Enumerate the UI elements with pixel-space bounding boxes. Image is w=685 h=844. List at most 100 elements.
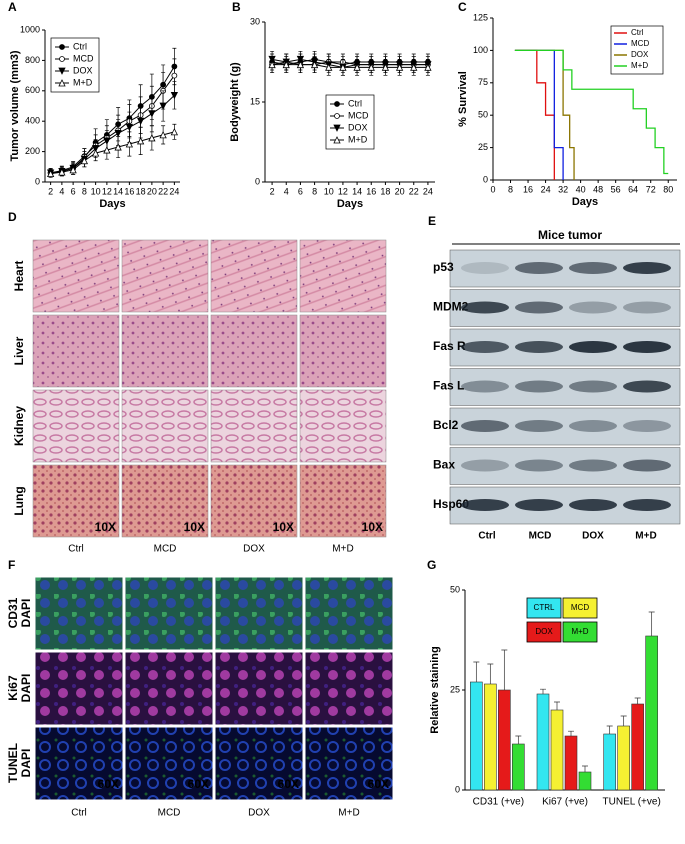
x-tick-label: 24	[423, 186, 433, 196]
marker	[46, 169, 55, 178]
blot-band	[515, 301, 563, 314]
x-tick-label: 0	[490, 184, 495, 194]
column-label: DOX	[248, 808, 270, 819]
legend-label: MCD	[348, 110, 369, 120]
marker	[69, 165, 77, 174]
fluorescence-image	[124, 726, 214, 801]
column-label: M+D	[332, 544, 353, 555]
x-tick-label: 20	[147, 186, 157, 196]
blot-band	[623, 499, 671, 511]
x-tick-label: 18	[136, 186, 146, 196]
row-label: Lung	[12, 486, 26, 515]
series-line	[271, 58, 428, 68]
histology-image	[299, 464, 387, 538]
survival-step	[514, 49, 669, 175]
blot-band	[569, 459, 617, 472]
blot-band	[515, 262, 563, 274]
magnification: 60X	[278, 777, 299, 791]
histology-image	[121, 239, 209, 313]
marker	[282, 60, 290, 69]
marker	[268, 60, 276, 69]
marker	[424, 63, 432, 71]
panel-letter: D	[8, 210, 17, 224]
fluorescence-image	[214, 726, 304, 801]
blot-band	[569, 420, 617, 432]
legend-label: MCD	[571, 603, 589, 612]
legend-label: MCD	[73, 53, 94, 63]
stain-label: DAPI	[19, 749, 33, 778]
column-label: M+D	[338, 808, 359, 819]
y-tick-label: 25	[478, 142, 488, 152]
histology-image	[210, 314, 298, 388]
marker	[339, 63, 347, 71]
row-label: Bcl2	[433, 418, 459, 432]
x-tick-label: 32	[558, 184, 568, 194]
bar	[631, 703, 644, 791]
magnification: 60X	[188, 777, 209, 791]
x-tick-label: 80	[663, 184, 673, 194]
column-label: Ctrl	[68, 544, 84, 555]
blot-band	[623, 341, 671, 353]
x-tick-label: 22	[409, 186, 419, 196]
marker	[136, 137, 145, 145]
y-tick-label: 200	[25, 146, 40, 156]
marker	[114, 129, 122, 138]
legend-marker	[59, 44, 65, 50]
y-tick-label: 600	[25, 85, 40, 95]
blot-band	[461, 341, 509, 353]
row-label: MDM2	[433, 300, 469, 314]
blot-band	[569, 380, 617, 393]
histology-image	[121, 464, 209, 538]
row-label: p53	[433, 260, 454, 274]
blot-band	[623, 301, 671, 314]
y-tick-label: 50	[478, 110, 488, 120]
blot-title: Mice tumor	[538, 228, 602, 242]
y-tick-label: 0	[455, 784, 460, 794]
x-tick-label: TUNEL (+ve)	[603, 797, 661, 808]
stain-label: DAPI	[19, 674, 33, 703]
legend-label: M+D	[348, 134, 368, 144]
row-label: Heart	[12, 261, 26, 292]
y-tick-label: 25	[450, 684, 460, 694]
column-label: MCD	[158, 808, 181, 819]
panel-letter: G	[427, 558, 436, 572]
marker	[171, 72, 178, 79]
legend-swatch	[562, 597, 598, 619]
magnification: 60X	[368, 777, 389, 791]
row-label: Kidney	[12, 406, 26, 446]
y-tick-label: 30	[250, 16, 260, 26]
marker	[381, 63, 390, 71]
column-label: MCD	[154, 544, 177, 555]
stain-label: TUNEL	[6, 743, 20, 783]
marker	[58, 168, 66, 176]
column-label: DOX	[243, 544, 265, 555]
marker	[114, 143, 122, 151]
x-tick-label: 2	[48, 186, 53, 196]
marker	[353, 63, 361, 71]
histology-image	[299, 314, 387, 388]
fluorescence-image	[34, 651, 124, 726]
bar	[617, 725, 630, 791]
y-axis-label: Tumor volume (mm3)	[9, 50, 21, 161]
x-tick-label: 72	[646, 184, 656, 194]
panel-letter: E	[428, 214, 436, 228]
legend-swatch	[562, 621, 598, 643]
blot-band	[515, 341, 563, 353]
panel-letter: F	[8, 558, 15, 572]
legend-label: CTRL	[534, 603, 555, 612]
histology-image	[32, 314, 120, 388]
bar	[578, 771, 592, 791]
error-bar	[582, 765, 588, 772]
legend-marker	[58, 79, 66, 87]
marker	[296, 60, 305, 69]
stain-label: CD31	[6, 597, 20, 628]
histology-image	[210, 389, 298, 463]
x-tick-label: 18	[380, 186, 390, 196]
row-label: Fas R	[433, 339, 466, 353]
fluorescence-image	[124, 576, 214, 651]
x-tick-label: 12	[102, 186, 112, 196]
x-tick-label: 10	[324, 186, 334, 196]
panel-letter: C	[458, 0, 467, 14]
marker	[170, 91, 179, 100]
